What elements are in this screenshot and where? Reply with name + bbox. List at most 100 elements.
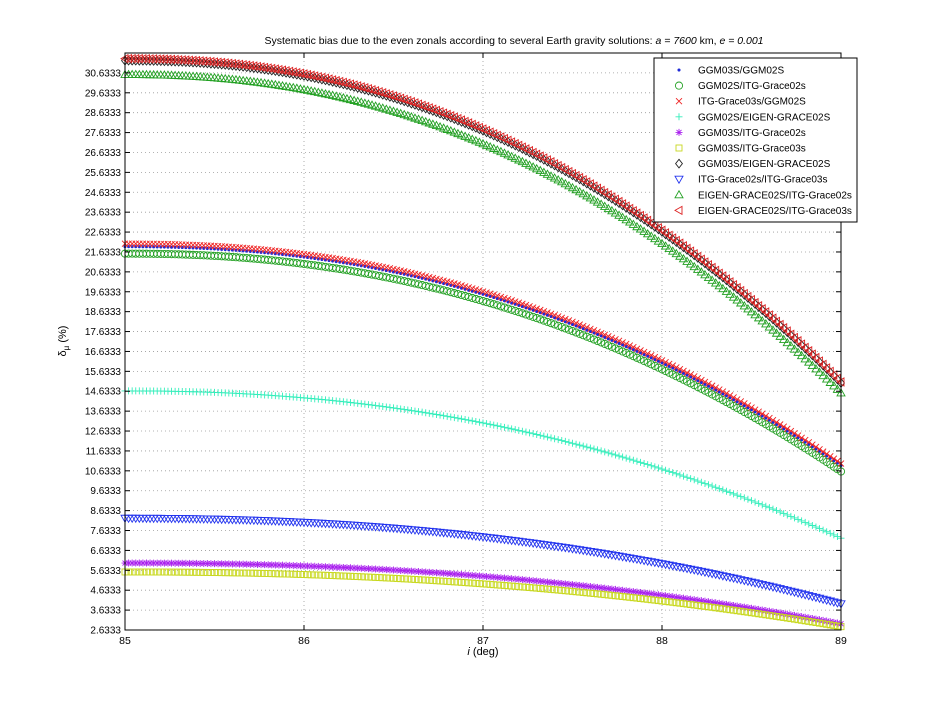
data-point [515, 575, 523, 583]
data-point [701, 378, 709, 386]
data-point [626, 342, 634, 349]
data-point [654, 591, 662, 599]
data-point [561, 437, 569, 445]
data-point [715, 485, 723, 493]
data-point [644, 461, 652, 469]
data-point [826, 453, 834, 460]
data-point [789, 344, 800, 353]
data-point [125, 559, 133, 567]
data-point [694, 596, 702, 604]
data-point [764, 310, 773, 320]
data-point [175, 559, 183, 567]
data-point [625, 204, 634, 216]
data-point [234, 59, 244, 70]
data-point [597, 447, 605, 455]
data-point [529, 430, 537, 438]
data-point [750, 309, 760, 319]
data-point [805, 439, 813, 446]
data-point [513, 302, 517, 306]
data-point [432, 569, 440, 577]
data-point [671, 235, 680, 246]
data-point [603, 550, 614, 560]
data-point [132, 568, 140, 576]
data-point [146, 568, 154, 576]
data-point [768, 325, 778, 334]
data-point [554, 436, 562, 444]
y-tick-label: 11.6333 [86, 446, 122, 457]
data-point [585, 328, 589, 332]
legend-item: EIGEN-GRACE02S/ITG-Grace03s [674, 205, 852, 217]
data-point [818, 595, 828, 605]
data-point [832, 599, 843, 608]
data-point [615, 586, 623, 594]
data-point [497, 574, 505, 582]
data-point [443, 577, 451, 585]
data-point [615, 337, 623, 345]
data-point [479, 572, 487, 580]
data-point [725, 289, 735, 298]
data-point [579, 582, 587, 590]
data-point [632, 353, 641, 362]
data-point [547, 578, 555, 586]
data-point [515, 299, 523, 307]
data-point [322, 571, 329, 579]
data-point [316, 72, 326, 83]
data-point [564, 325, 573, 334]
data-point [304, 571, 312, 579]
data-point [708, 603, 716, 611]
data-point [773, 608, 781, 616]
data-point [744, 402, 752, 409]
data-point [246, 569, 254, 577]
data-point [617, 341, 621, 345]
data-point [651, 353, 659, 361]
data-point [524, 160, 535, 169]
data-point [751, 609, 759, 617]
data-point [574, 186, 585, 196]
data-point [415, 576, 423, 584]
data-point [246, 560, 254, 568]
data-point [689, 375, 693, 379]
data-point [647, 352, 655, 359]
data-point [135, 568, 143, 576]
data-point [511, 298, 519, 305]
data-point [475, 580, 483, 588]
data-point [794, 515, 802, 523]
data-point [700, 269, 710, 279]
data-point [418, 576, 426, 584]
data-point [295, 68, 304, 79]
data-point [604, 341, 613, 350]
data-point [447, 578, 455, 586]
data-point [486, 420, 494, 428]
data-point [536, 431, 544, 439]
data-point [761, 319, 771, 328]
data-point [379, 565, 387, 573]
data-point [483, 580, 491, 588]
data-point [356, 82, 365, 92]
data-point [607, 342, 616, 351]
data-point [536, 585, 544, 592]
data-point [816, 445, 823, 453]
data-point [539, 167, 549, 176]
data-point [692, 251, 702, 262]
data-point [636, 212, 645, 223]
data-point [604, 191, 613, 202]
data-point [787, 611, 795, 619]
data-point [150, 559, 158, 567]
data-point [228, 569, 236, 577]
data-point [529, 584, 537, 592]
data-point [576, 321, 583, 328]
data-point [660, 228, 670, 238]
data-point [664, 243, 674, 253]
data-point [327, 75, 337, 85]
data-point [307, 562, 315, 570]
data-point [282, 570, 290, 578]
data-point [694, 374, 702, 382]
data-point [717, 390, 721, 394]
data-point [646, 558, 657, 567]
data-point [447, 570, 455, 578]
data-point [232, 560, 240, 568]
data-point [710, 278, 721, 287]
data-point [411, 576, 419, 583]
data-point [168, 568, 175, 576]
data-point [714, 571, 725, 580]
